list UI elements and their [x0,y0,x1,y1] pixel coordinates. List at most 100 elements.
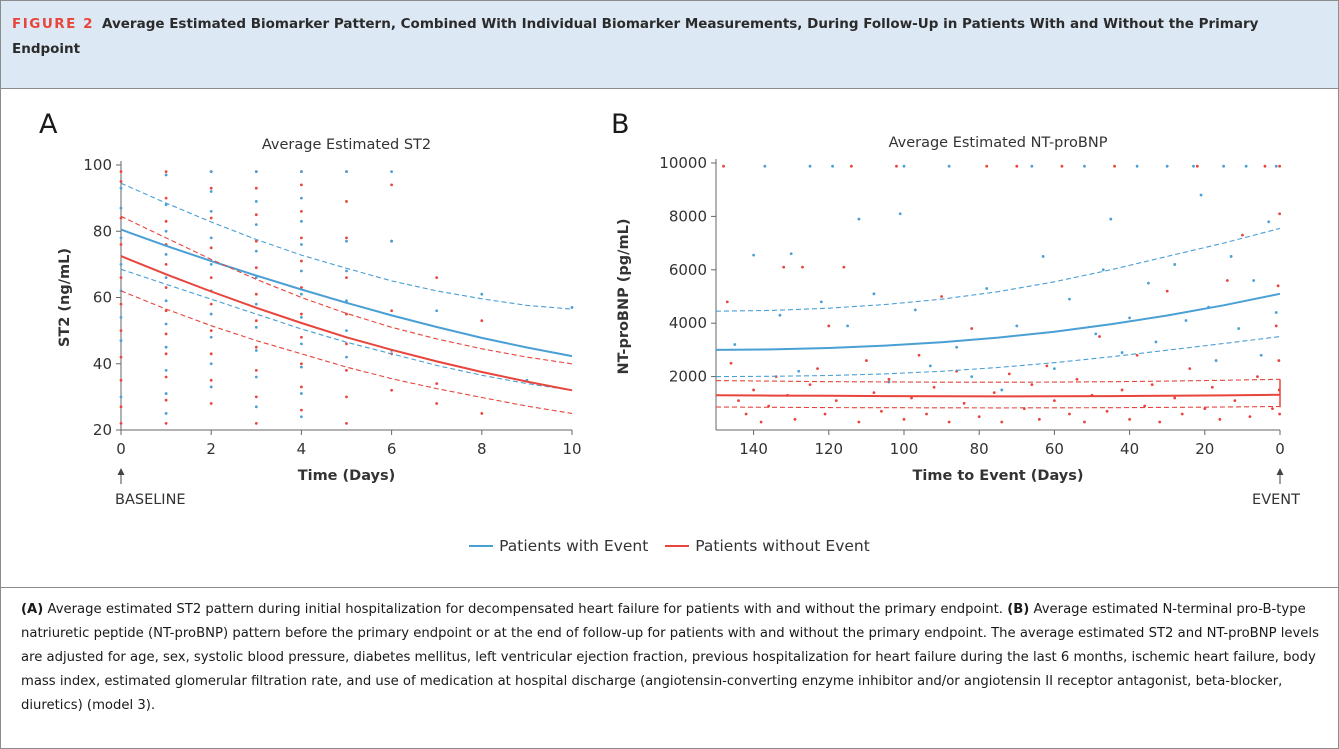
scatter-point-no-event [300,183,303,187]
scatter-point-no-event [300,408,303,412]
scatter-point-no-event [119,378,123,382]
scatter-point-event [808,164,812,168]
legend-item-event: Patients with Event [469,537,648,555]
scatter-point-no-event [209,378,213,382]
scatter-point-no-event [1277,359,1281,362]
figure-title: FIGURE 2 Average Estimated Biomarker Patt… [12,12,1312,62]
scatter-point-no-event [119,216,123,220]
scatter-point-event [119,186,123,190]
scatter-point-no-event [823,412,827,416]
y-tick-label: 8000 [669,207,707,225]
scatter-point-event [1199,193,1203,197]
scatter-point-no-event [119,180,123,183]
scatter-point-event [1274,311,1278,314]
scatter-point-event [913,308,917,312]
scatter-point-no-event [1045,364,1049,368]
scatter-point-event [1237,327,1241,330]
scatter-point-no-event [729,361,733,365]
scatter-point-no-event [254,395,258,399]
x-tick-label: 140 [739,440,768,458]
scatter-point-no-event [910,396,913,400]
scatter-point-no-event [1120,388,1124,392]
scatter-point-event [119,206,123,210]
annotation-label: BASELINE [115,492,186,508]
scatter-point-no-event [1060,164,1064,168]
scatter-point-event [209,209,213,213]
scatter-point-event [1147,281,1150,285]
scatter-point-event [254,349,258,352]
scatter-point-no-event [164,352,168,356]
scatter-point-event [1041,255,1045,258]
scatter-point-event [164,299,168,303]
scatter-point-event [752,253,755,257]
scatter-point-no-event [947,420,951,424]
scatter-point-event [300,243,303,246]
chart-a: Average Estimated ST2 20 40 60 80 100 0 2 4 6 8 10 T… [57,137,582,508]
scatter-point-event [570,306,574,309]
scatter-point-no-event [962,401,966,405]
figure-header: FIGURE 2 Average Estimated Biomarker Patt… [1,1,1338,89]
scatter-point-event [254,302,258,306]
scatter-point-no-event [119,355,123,359]
scatter-point-event [846,324,849,328]
panel-a-letter: A [39,109,58,140]
scatter-point-event [970,375,974,378]
scatter-point-event [955,345,959,349]
scatter-point-no-event [300,312,303,316]
scatter-point-event [119,262,123,266]
scatter-point-event [300,392,303,395]
series-line-no-event-lower [715,405,1281,409]
scatter-point-event [1109,217,1113,221]
scatter-point-event [300,269,303,273]
scatter-point-event [300,315,303,319]
scatter-point-event [345,329,348,333]
scatter-point-event [164,229,168,233]
series-line-no-event-upper [715,378,1281,383]
x-tick-label: 0 [116,440,126,458]
scatter-point-no-event [1188,367,1192,370]
scatter-point-no-event [254,292,258,296]
scatter-point-event [209,170,213,174]
scatter-point-event [345,170,348,174]
scatter-point-no-event [816,367,819,370]
scatter-point-no-event [1274,324,1278,328]
scatter-point-event [300,365,303,369]
scatter-point-no-event [254,421,258,425]
scatter-point-no-event [254,213,258,217]
scatter-point-event [254,405,258,409]
scatter-point-event [254,249,258,253]
x-tick-label: 2 [206,440,216,458]
x-tick-label: 20 [1195,440,1214,458]
scatter-point-no-event [1210,385,1214,389]
legend-swatch-no-event [665,545,690,547]
scatter-point-no-event [254,345,258,349]
scatter-point-no-event [164,196,168,200]
y-tick-label: 2000 [669,368,707,386]
x-tick-label: 6 [387,440,397,458]
figure-label: FIGURE 2 [12,16,94,32]
scatter-point-no-event [164,375,168,379]
scatter-point-no-event [390,309,393,313]
scatter-point-event [164,173,168,177]
scatter-point-no-event [345,395,348,399]
scatter-point-event [1229,255,1233,258]
scatter-point-no-event [1135,353,1139,357]
scatter-point-no-event [209,246,213,250]
scatter-point-no-event [1000,420,1004,424]
scatter-point-no-event [767,404,771,408]
legend: Patients with Event Patients without Eve… [1,533,1338,555]
scatter-point-no-event [1271,407,1274,411]
scatter-point-event [1120,351,1124,354]
y-tick-label: 60 [93,289,112,307]
scatter-point-event [898,212,902,216]
scatter-point-no-event [254,368,258,372]
x-tick-label: 4 [297,440,307,458]
series-line-no-event-upper [120,215,573,365]
scatter-point-no-event [254,186,258,190]
scatter-point-event [831,164,834,168]
series-line-no-event-mean [120,255,573,392]
scatter-point-no-event [209,352,213,356]
scatter-point-no-event [209,302,213,306]
caption-b-text: Average estimated N-terminal pro-B-type … [21,602,1319,713]
